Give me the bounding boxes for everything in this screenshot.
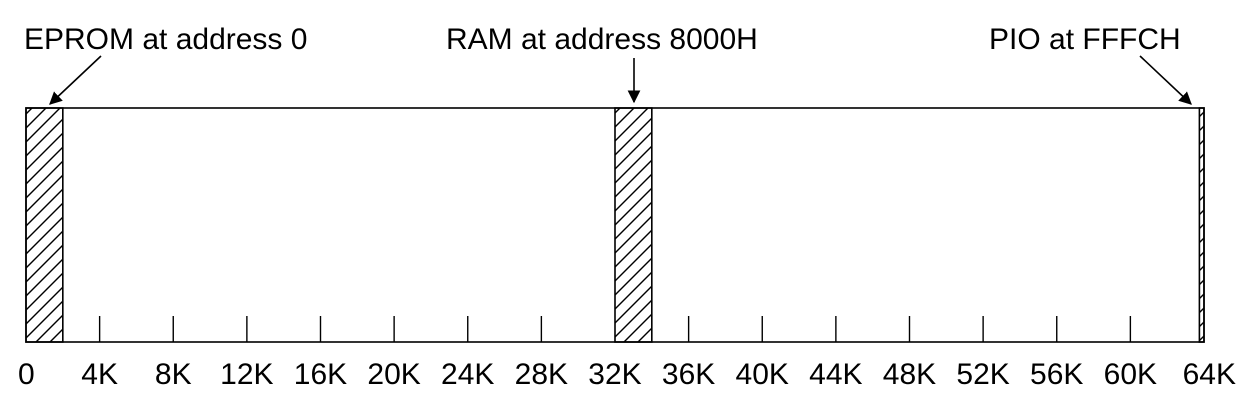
tick-label-4K: 4K: [81, 358, 118, 391]
axis-ticks: [98, 316, 1132, 342]
tick-label-44K: 44K: [809, 358, 862, 391]
region-ram: [614, 107, 653, 343]
tick-label-16K: 16K: [294, 358, 347, 391]
region-eprom: [25, 107, 64, 343]
tick-label-64K: 64K: [1183, 358, 1236, 391]
ram-label: RAM at address 8000H: [446, 23, 758, 56]
tick-label-20K: 20K: [367, 358, 420, 391]
pio-label: PIO at FFFCH: [989, 23, 1181, 56]
tick-label-0: 0: [18, 358, 35, 391]
tick-label-52K: 52K: [956, 358, 1009, 391]
tick-label-36K: 36K: [662, 358, 715, 391]
tick-label-40K: 40K: [736, 358, 789, 391]
tick-label-60K: 60K: [1104, 358, 1157, 391]
tick-label-28K: 28K: [515, 358, 568, 391]
memory-regions: [25, 107, 1205, 343]
axis-tick-labels: 0 4K 8K 12K 16K 20K 24K 28K 32K 36K 40K 44K 48K 52K 56…: [18, 358, 1236, 391]
tick-label-56K: 56K: [1030, 358, 1083, 391]
eprom-arrow: [49, 55, 102, 105]
tick-label-12K: 12K: [220, 358, 273, 391]
pio-arrow: [1139, 55, 1192, 105]
tick-label-32K: 32K: [588, 358, 641, 391]
region-pio: [1198, 107, 1205, 343]
eprom-label: EPROM at address 0: [24, 23, 307, 56]
tick-label-8K: 8K: [155, 358, 192, 391]
tick-label-24K: 24K: [441, 358, 494, 391]
tick-label-48K: 48K: [883, 358, 936, 391]
